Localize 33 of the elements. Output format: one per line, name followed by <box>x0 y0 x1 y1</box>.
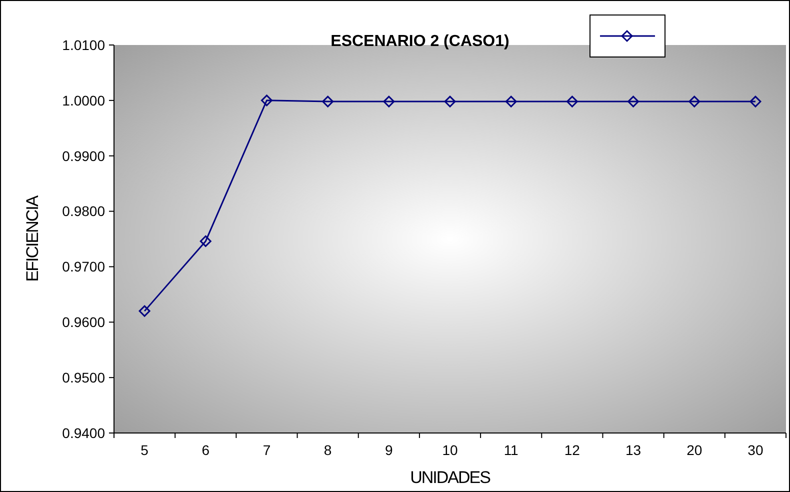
x-tick-label: 30 <box>748 442 764 458</box>
y-axis-title: EFICIENCIA <box>23 194 42 282</box>
point <box>383 96 395 108</box>
point <box>260 94 272 106</box>
chart-title: ESCENARIO 2 (CASO1) <box>330 33 510 50</box>
y-tick-label: 0.9600 <box>62 314 106 330</box>
x-axis-title: UNIDADES <box>410 468 491 487</box>
y-tick-label: 0.9700 <box>62 258 106 275</box>
x-tick-label: 6 <box>202 442 210 458</box>
y-tick-label: 1.0100 <box>62 36 106 53</box>
point <box>505 96 517 108</box>
point <box>566 96 578 108</box>
x-tick-label: 13 <box>625 442 642 458</box>
x-tick-label: 8 <box>324 442 332 458</box>
x-tick-label: 9 <box>385 442 394 458</box>
y-tick-label: 1.0000 <box>62 92 106 108</box>
point <box>322 96 334 108</box>
point <box>138 305 150 317</box>
x-tick-label: 11 <box>504 442 519 458</box>
x-tick-label: 5 <box>140 442 149 458</box>
x-tick-label: 12 <box>564 442 580 458</box>
x-tick-label: 10 <box>442 442 458 458</box>
x-tick-label: 7 <box>262 442 271 458</box>
point <box>200 235 212 247</box>
x-tick-label: 20 <box>686 442 702 458</box>
point <box>444 96 456 108</box>
y-tick-label: 0.9400 <box>62 424 106 441</box>
point <box>688 96 700 108</box>
y-tick-label: 0.9800 <box>62 203 106 220</box>
point <box>628 96 640 108</box>
y-tick-label: 0.9900 <box>62 148 106 164</box>
point <box>750 96 762 108</box>
y-tick-label: 0.9500 <box>62 369 106 386</box>
